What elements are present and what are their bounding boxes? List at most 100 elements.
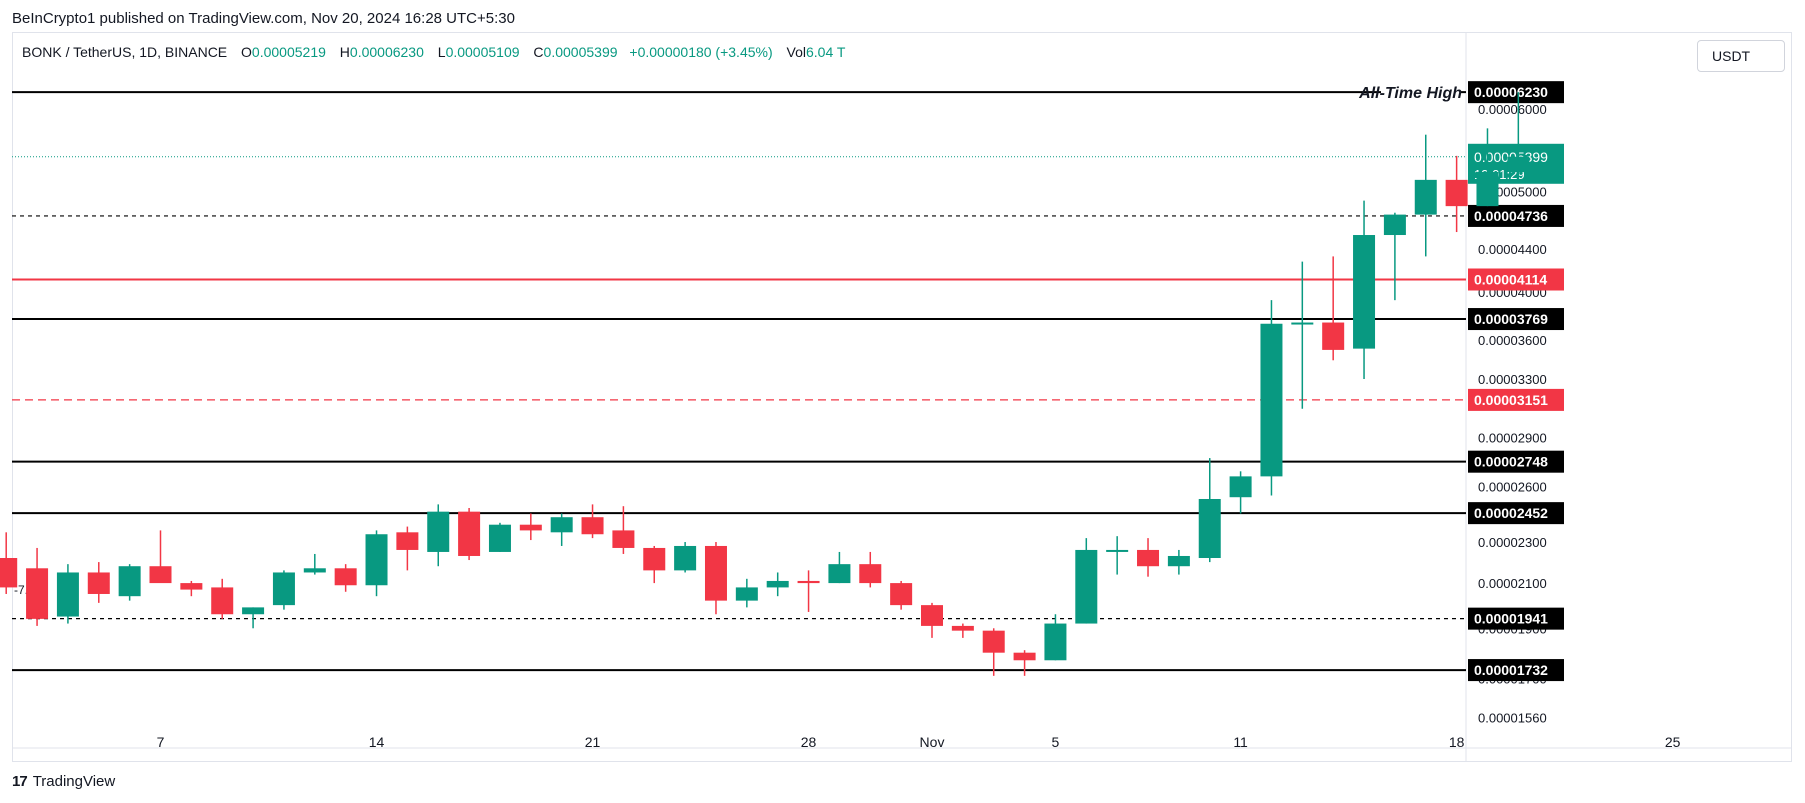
candle-body-up [1414,179,1437,215]
candle-body-up [1260,323,1283,477]
high-label: H [339,44,350,60]
price-tick-label: 0.00004400 [1478,242,1547,257]
candle-body-down [26,568,49,619]
candle-body-up [735,587,758,601]
candle-body-up [427,511,450,552]
candle-body-down [921,605,943,626]
candle-body-up [1106,549,1129,552]
candle-body-down [458,511,481,556]
level-label: 0.00001732 [1474,662,1548,678]
candle-body-down [643,547,666,571]
candle-body-down [1137,549,1160,567]
candle-body-up [1229,476,1252,498]
candle-body-down [1445,179,1468,207]
time-tick-label: 21 [585,734,601,750]
candle-body-up [118,566,141,597]
change-value: +0.00000180 (+3.45%) [629,44,773,60]
price-tick-label: 0.00003600 [1478,333,1547,348]
level-label-box [1468,308,1564,331]
candle-body-up [1507,156,1530,173]
time-tick-label: 7 [157,734,165,750]
price-tick-label: 0.00002900 [1478,430,1547,445]
candle-body-down [1013,652,1036,661]
volume-value: 6.04 T [806,44,846,60]
level-label-box [1468,268,1564,291]
candle-body-up [1075,549,1098,624]
candle-body-up [56,572,79,617]
candle-body-up [766,580,789,588]
tradingview-brand: TradingView [32,773,116,790]
level-label: 0.00004736 [1474,208,1548,224]
candle-body-down [581,517,604,535]
level-label-box [1468,204,1564,227]
price-tick-label: 0.00003300 [1478,372,1547,387]
tradingview-logo[interactable]: 17 TradingView [12,773,115,790]
candle-body-down [951,625,974,631]
close-value: 0.00005399 [543,44,618,60]
candle-body-up [828,564,851,584]
chart-frame [12,32,1792,762]
low-value: 0.00005109 [445,44,520,60]
candle-body-down [519,524,542,531]
tradingview-logo-icon: 17 [12,773,28,790]
price-tick-label: 0.00002100 [1478,576,1547,591]
candle-body-down [87,572,110,594]
candle-body-down [180,583,203,590]
currency-button[interactable]: USDT [1697,40,1785,72]
candle-body-up [1476,172,1499,207]
candle-body-up [272,572,295,606]
candle-body-up [365,534,388,586]
time-tick-label: 11 [1233,734,1248,750]
level-label: 0.00003769 [1474,311,1548,327]
time-tick-label: 14 [369,734,385,750]
candle-body-up [1167,555,1190,567]
candle-body-up [488,524,511,552]
candle-body-down [334,568,357,586]
level-label-box [1468,607,1564,630]
time-tick-label: 28 [801,734,817,750]
level-label-box [1468,659,1564,682]
candle-body-up [1044,623,1067,661]
close-label: C [533,44,544,60]
level-label-box [1468,81,1564,104]
annotation-backdrop [1381,80,1461,103]
candle-body-down [1322,322,1345,350]
candle-body-down [211,587,234,615]
left-value-fragment: -7. [14,583,28,597]
price-tick-label: 0.00002300 [1478,535,1547,550]
ohlc-legend: BONK / TetherUS, 1D, BINANCE O0.00005219… [22,44,845,60]
candle-body-down [149,566,172,584]
candle-body-down [0,558,18,588]
symbol-label[interactable]: BONK / TetherUS, 1D, BINANCE [22,44,228,60]
candle-body-up [242,607,265,615]
candle-body-down [612,530,635,548]
open-value: 0.00005219 [251,44,326,60]
candle-body-down [797,580,820,584]
level-label-box [1468,502,1564,525]
price-tick-label: 0.00006000 [1478,102,1547,117]
candle-body-up [1353,235,1376,349]
level-label: 0.00003151 [1474,392,1548,408]
candle-body-down [704,545,727,601]
price-tick-label: 0.00002600 [1478,480,1547,495]
candle-body-up [674,545,697,571]
candle-body-down [982,630,1005,653]
candle-body-up [303,568,326,573]
high-value: 0.00006230 [349,44,424,60]
level-label: 0.00004114 [1474,272,1547,288]
volume-label: Vol [786,44,806,60]
candle-body-down [859,564,882,584]
candle-body-up [1383,214,1406,236]
level-label: 0.00006230 [1474,84,1548,100]
time-tick-label: Nov [920,734,945,750]
published-info: BeInCrypto1 published on TradingView.com… [12,10,515,27]
candle-body-down [890,583,913,606]
level-label-box [1468,450,1564,473]
open-label: O [241,44,252,60]
candle-body-down [396,532,419,550]
time-tick-label: 25 [1665,734,1681,750]
time-tick-label: 18 [1449,734,1465,750]
candle-body-up [1198,498,1221,559]
level-label: 0.00001941 [1474,611,1548,627]
